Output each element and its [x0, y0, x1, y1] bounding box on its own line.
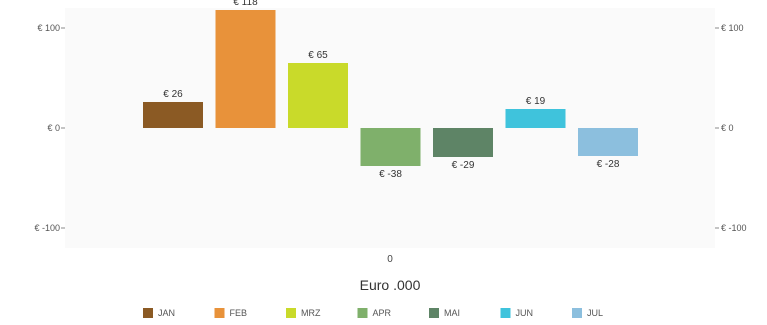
- legend: JAN FEB MRZ APR MAI JUN JUL: [143, 308, 603, 318]
- x-axis-title: Euro .000: [360, 277, 421, 293]
- y-axis-right: € 100 € 0 € -100: [715, 23, 747, 233]
- legend-label-jun: JUN: [516, 308, 534, 318]
- data-label-apr: € -38: [379, 169, 402, 180]
- y-tick-label-right: € -100: [721, 223, 747, 233]
- legend-swatch-feb: [214, 308, 225, 318]
- bar-jan: [143, 102, 203, 128]
- legend-label-apr: APR: [373, 308, 392, 318]
- data-label-mrz: € 65: [308, 50, 328, 61]
- y-tick-label-right: € 100: [721, 23, 744, 33]
- y-tick-label-left: € 0: [47, 123, 60, 133]
- legend-label-jul: JUL: [587, 308, 603, 318]
- bar-feb: [215, 10, 276, 128]
- legend-swatch-apr: [357, 308, 368, 318]
- data-label-jul: € -28: [597, 159, 620, 170]
- data-labels: € 26 € 118 € 65 € -38 € -29 € 19 € -28: [163, 0, 620, 180]
- bars: [143, 10, 638, 166]
- bar-apr: [360, 128, 421, 166]
- legend-swatch-jan: [143, 308, 153, 318]
- legend-swatch-mrz: [286, 308, 296, 318]
- data-label-jun: € 19: [526, 96, 546, 107]
- data-label-jan: € 26: [163, 89, 183, 100]
- bar-jul: [578, 128, 638, 156]
- legend-label-feb: FEB: [230, 308, 248, 318]
- bar-jun: [505, 109, 566, 128]
- y-tick-label-right: € 0: [721, 123, 734, 133]
- data-label-feb: € 118: [233, 0, 258, 8]
- y-tick-label-left: € -100: [34, 223, 60, 233]
- bar-mai: [433, 128, 493, 157]
- legend-label-mrz: MRZ: [301, 308, 321, 318]
- y-axis-left: € 100 € 0 € -100: [34, 23, 65, 233]
- legend-swatch-jul: [572, 308, 582, 318]
- legend-label-jan: JAN: [158, 308, 175, 318]
- legend-swatch-jun: [500, 308, 511, 318]
- data-label-mai: € -29: [452, 160, 475, 171]
- legend-label-mai: MAI: [444, 308, 460, 318]
- y-tick-label-left: € 100: [37, 23, 60, 33]
- legend-swatch-mai: [429, 308, 439, 318]
- x-tick-label: 0: [387, 254, 393, 265]
- bar-mrz: [288, 63, 348, 128]
